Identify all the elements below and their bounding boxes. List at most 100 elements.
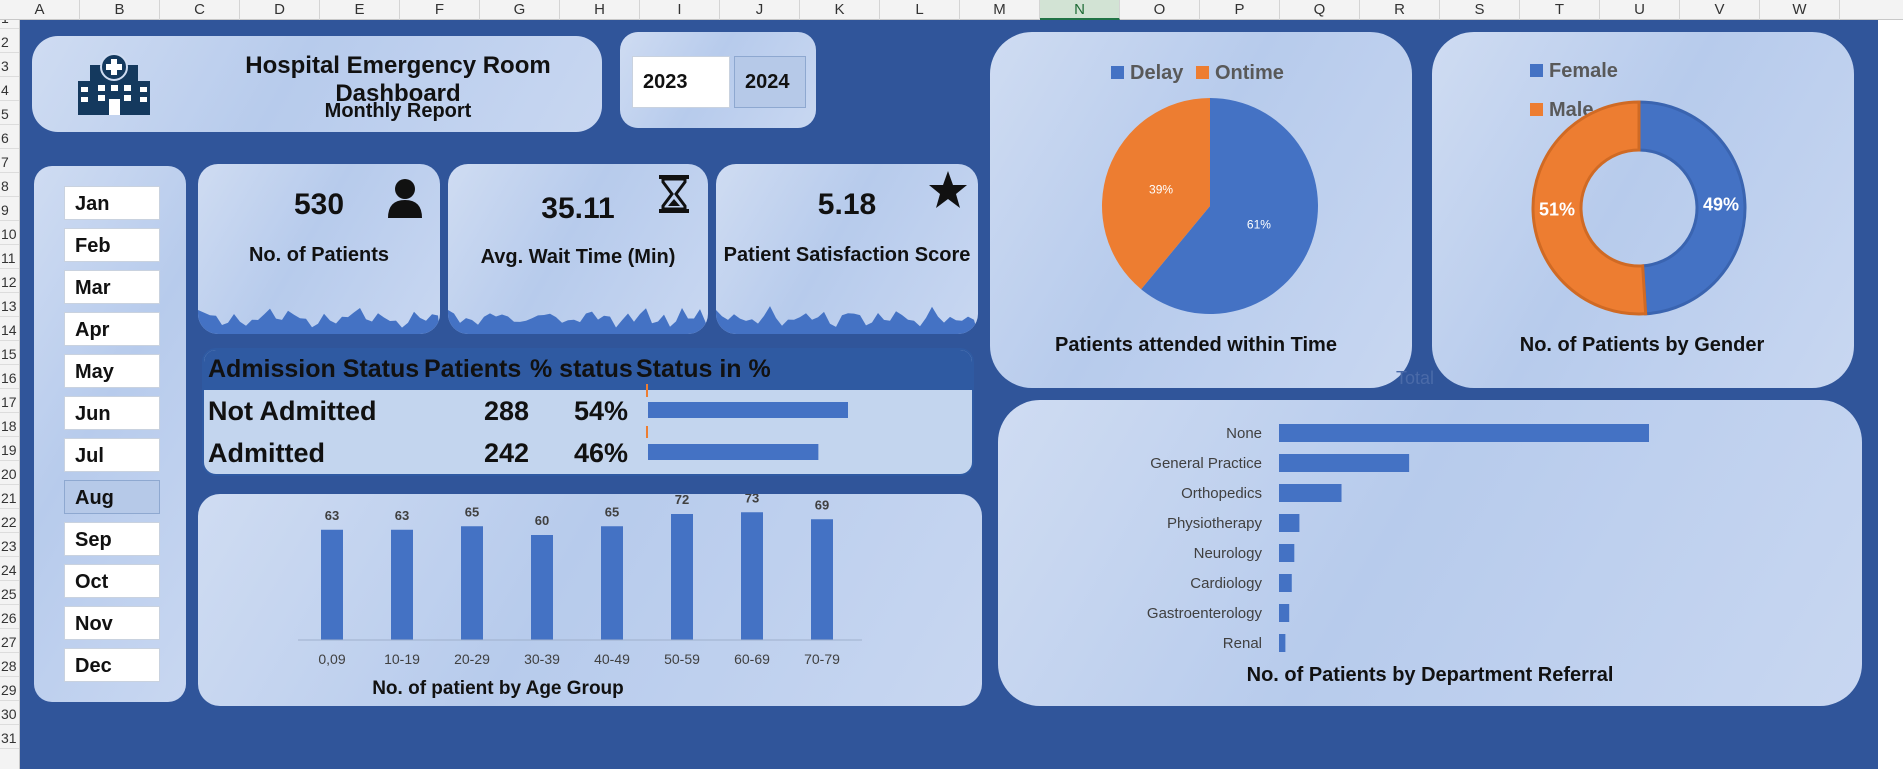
kpi-wait-card: 35.11 Avg. Wait Time (Min) <box>448 164 708 334</box>
title-panel: Hospital Emergency Room Dashboard Monthl… <box>32 36 602 132</box>
column-header-t[interactable]: T <box>1520 0 1600 20</box>
row-header-27[interactable]: 27 <box>0 632 19 653</box>
department-bar <box>1279 424 1649 442</box>
age-bar <box>321 529 343 640</box>
row-header-16[interactable]: 16 <box>0 368 19 389</box>
column-header-a[interactable]: A <box>0 0 80 20</box>
kpi-wait-label: Avg. Wait Time (Min) <box>480 246 676 268</box>
kpi-satisfaction-card: 5.18 Patient Satisfaction Score <box>716 164 978 334</box>
row-header-3[interactable]: 3 <box>0 56 19 77</box>
month-button-feb[interactable]: Feb <box>64 228 160 262</box>
row-header-13[interactable]: 13 <box>0 296 19 317</box>
row-header-6[interactable]: 6 <box>0 128 19 149</box>
row-header-2[interactable]: 2 <box>0 32 19 53</box>
year-2023-button[interactable]: 2023 <box>632 56 730 108</box>
age-category-label: 20-29 <box>454 651 490 667</box>
department-bar <box>1279 544 1295 562</box>
column-header-j[interactable]: J <box>720 0 800 20</box>
month-button-oct[interactable]: Oct <box>64 564 160 598</box>
column-header-e[interactable]: E <box>320 0 400 20</box>
column-header-o[interactable]: O <box>1120 0 1200 20</box>
year-2024-button[interactable]: 2024 <box>734 56 806 108</box>
age-bar <box>531 535 553 640</box>
month-button-sep[interactable]: Sep <box>64 522 160 556</box>
kpi-satisfaction-value: 5.18 <box>817 188 877 221</box>
row-header-22[interactable]: 22 <box>0 512 19 533</box>
column-header-w[interactable]: W <box>1760 0 1840 20</box>
age-value-label: 73 <box>745 494 759 505</box>
row-header-26[interactable]: 26 <box>0 608 19 629</box>
row-header-12[interactable]: 12 <box>0 272 19 293</box>
column-header-l[interactable]: L <box>880 0 960 20</box>
star-icon <box>928 170 968 215</box>
row-header-14[interactable]: 14 <box>0 320 19 341</box>
age-bar <box>391 529 413 640</box>
month-button-jan[interactable]: Jan <box>64 186 160 220</box>
row-header-19[interactable]: 19 <box>0 440 19 461</box>
month-button-jul[interactable]: Jul <box>64 438 160 472</box>
row-header-23[interactable]: 23 <box>0 536 19 557</box>
slice-label: 51% <box>1539 200 1575 220</box>
col-patients: Patients <box>424 355 522 383</box>
row-header-15[interactable]: 15 <box>0 344 19 365</box>
row-header-28[interactable]: 28 <box>0 656 19 677</box>
column-header-b[interactable]: B <box>80 0 160 20</box>
row-header-4[interactable]: 4 <box>0 80 19 101</box>
age-chart-title: No. of patient by Age Group <box>372 678 624 699</box>
row-header-20[interactable]: 20 <box>0 464 19 485</box>
month-button-apr[interactable]: Apr <box>64 312 160 346</box>
column-header-v[interactable]: V <box>1680 0 1760 20</box>
row-header-24[interactable]: 24 <box>0 560 19 581</box>
column-header-p[interactable]: P <box>1200 0 1280 20</box>
month-slicer: Jan Feb Mar Apr May Jun Jul Aug Sep Oct Nov Dec <box>34 166 186 702</box>
column-header-s[interactable]: S <box>1440 0 1520 20</box>
kpi-satisfaction-label: Patient Satisfaction Score <box>723 244 971 266</box>
column-header-n[interactable]: N <box>1040 0 1120 20</box>
col-admission-status: Admission Status <box>208 355 420 383</box>
month-button-nov[interactable]: Nov <box>64 606 160 640</box>
column-header-i[interactable]: I <box>640 0 720 20</box>
column-header-f[interactable]: F <box>400 0 480 20</box>
row-header-8[interactable]: 8 <box>0 176 19 197</box>
month-button-aug[interactable]: Aug <box>64 480 160 514</box>
column-header-q[interactable]: Q <box>1280 0 1360 20</box>
row-status: Admitted <box>208 438 325 468</box>
column-header-c[interactable]: C <box>160 0 240 20</box>
column-header-m[interactable]: M <box>960 0 1040 20</box>
kpi-satisfaction-sparkline <box>716 306 978 334</box>
month-button-dec[interactable]: Dec <box>64 648 160 682</box>
row-header-17[interactable]: 17 <box>0 392 19 413</box>
column-header-u[interactable]: U <box>1600 0 1680 20</box>
column-header-r[interactable]: R <box>1360 0 1440 20</box>
row-header-1[interactable]: 1 <box>0 20 19 29</box>
department-bar <box>1279 604 1290 622</box>
row-header-7[interactable]: 7 <box>0 152 19 173</box>
row-header-29[interactable]: 29 <box>0 680 19 701</box>
right-margin <box>1878 20 1903 769</box>
row-header-18[interactable]: 18 <box>0 416 19 437</box>
year-slicer: 2023 2024 <box>620 32 816 128</box>
month-button-may[interactable]: May <box>64 354 160 388</box>
month-button-jun[interactable]: Jun <box>64 396 160 430</box>
row-header-31[interactable]: 31 <box>0 728 19 749</box>
column-header-d[interactable]: D <box>240 0 320 20</box>
row-header-21[interactable]: 21 <box>0 488 19 509</box>
row-header-25[interactable]: 25 <box>0 584 19 605</box>
department-bar <box>1279 454 1410 472</box>
column-header-h[interactable]: H <box>560 0 640 20</box>
row-header-30[interactable]: 30 <box>0 704 19 725</box>
row-header-5[interactable]: 5 <box>0 104 19 125</box>
slice-label: 39% <box>1149 182 1173 196</box>
month-button-mar[interactable]: Mar <box>64 270 160 304</box>
column-header-k[interactable]: K <box>800 0 880 20</box>
status-bar <box>648 444 819 460</box>
row-header-9[interactable]: 9 <box>0 200 19 221</box>
legend-swatch-male <box>1530 103 1543 116</box>
age-category-label: 60-69 <box>734 651 770 667</box>
row-header-10[interactable]: 10 <box>0 224 19 245</box>
row-header-11[interactable]: 11 <box>0 248 19 269</box>
slice-male <box>1531 100 1648 316</box>
column-header-g[interactable]: G <box>480 0 560 20</box>
department-label: None <box>1226 425 1262 442</box>
dashboard-title: Hospital Emergency Room Dashboard <box>245 52 551 107</box>
